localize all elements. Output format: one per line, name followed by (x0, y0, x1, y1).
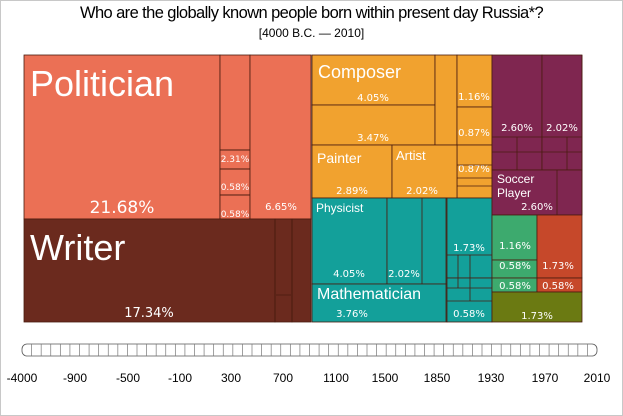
block-label: Physicist (316, 201, 364, 215)
treemap-rect (446, 277, 493, 323)
block-value-label: 2.02% (406, 186, 438, 197)
treemap-block-comp-sub-d[interactable]: 0.87% (456, 106, 493, 146)
block-value-label: 0.58% (221, 210, 250, 220)
block-label: Player (497, 186, 531, 200)
timeline-bar[interactable] (21, 343, 598, 357)
treemap-block-composer[interactable]: Composer 4.05% (311, 54, 436, 106)
block-label: Writer (30, 227, 125, 268)
block-value-label: 1.73% (453, 243, 485, 254)
treemap-rect (446, 197, 493, 279)
timeline-tick-label: 1100 (323, 371, 349, 385)
block-label: Artist (396, 148, 426, 163)
block-value-label: 0.87% (458, 164, 490, 175)
block-value-label: 0.58% (499, 261, 531, 272)
treemap-rect (491, 169, 583, 216)
block-value-label: 0.58% (542, 281, 574, 292)
treemap-rect (311, 144, 393, 199)
block-value-label: 1.73% (542, 261, 574, 272)
treemap-block-pol-sub-c[interactable]: 0.58% (219, 168, 251, 196)
block-value-label: 1.16% (458, 92, 490, 103)
block-label: Politician (30, 63, 174, 104)
block-label: Composer (318, 62, 401, 82)
timeline-tick-label: -100 (168, 371, 192, 385)
timeline-tick-label: 1930 (478, 371, 505, 385)
treemap-rect (456, 54, 493, 108)
treemap-block-artist[interactable]: Artist 2.02% (391, 144, 458, 199)
block-value-label: 0.58% (453, 309, 485, 320)
chart-subtitle: [4000 B.C. — 2010] (258, 26, 365, 40)
block-label: Painter (317, 150, 362, 166)
block-value-label: 2.02% (546, 123, 578, 134)
treemap-rect (491, 291, 583, 323)
treemap-block-pol-sub-e[interactable]: 6.65% (249, 54, 312, 220)
treemap-block-purple-b[interactable]: 2.02% (541, 54, 583, 171)
treemap-block-physicist[interactable]: Physicist 4.05% (311, 197, 388, 285)
treemap-block-red-a[interactable]: 1.73% (536, 214, 583, 279)
block-value-label: 4.05% (333, 269, 365, 280)
chart-title: Who are the globally known people born w… (79, 4, 544, 22)
treemap-rect (311, 197, 388, 285)
timeline-tick-label: -900 (63, 371, 87, 385)
treemap-block-pol-sub-a[interactable] (219, 54, 251, 151)
timeline-tick-label: -500 (116, 371, 140, 385)
timeline-tick-label: 1970 (532, 371, 559, 385)
treemap-rect (536, 214, 583, 279)
timeline-tick-label: 2010 (584, 371, 611, 385)
block-label: Mathematician (317, 286, 421, 303)
block-value-label: 0.58% (221, 183, 250, 193)
block-value-label: 2.89% (336, 186, 368, 197)
treemap-rect (311, 283, 448, 323)
block-value-label: 0.58% (499, 281, 531, 292)
treemap-rect (421, 197, 448, 285)
block-value-label: 3.47% (357, 133, 389, 144)
timeline-tick-label: -4000 (7, 371, 38, 385)
treemap-rect (541, 54, 583, 171)
block-value-label: 1.73% (521, 311, 553, 322)
treemap-block-phys-sub-c[interactable]: 1.73% (446, 197, 493, 279)
timeline-tick-label: 300 (221, 371, 241, 385)
treemap-rect (23, 54, 221, 220)
treemap-block-math-sub-a[interactable]: 0.58% (446, 277, 493, 323)
treemap-rect (249, 54, 312, 220)
timeline-tick-label: 1500 (372, 371, 399, 385)
timeline-tick-label: 1850 (424, 371, 451, 385)
treemap-block-comp-sub-c[interactable]: 1.16% (456, 54, 493, 108)
block-value-label: 2.02% (388, 269, 420, 280)
block-value-label: 4.05% (357, 93, 389, 104)
treemap-rect (391, 144, 458, 199)
treemap-block-mathematician[interactable]: Mathematician 3.76% (311, 283, 448, 323)
block-value-label: 0.87% (458, 128, 490, 139)
block-value-label: 17.34% (124, 306, 174, 321)
treemap-block-painter[interactable]: Painter 2.89% (311, 144, 393, 199)
block-value-label: 3.76% (336, 309, 368, 320)
treemap-rect (311, 54, 436, 106)
block-value-label: 21.68% (90, 198, 155, 218)
block-value-label: 1.16% (499, 241, 531, 252)
treemap-block-politician[interactable]: Politician 21.68% (23, 54, 221, 220)
timeline-tick-label: 700 (273, 371, 293, 385)
block-value-label: 6.65% (265, 202, 297, 213)
treemap-block-phys-sub-b[interactable] (421, 197, 448, 285)
block-value-label: 2.31% (221, 155, 250, 165)
treemap-block-olive[interactable]: 1.73% (491, 291, 583, 323)
block-label: Soccer (497, 172, 534, 186)
block-value-label: 2.60% (501, 123, 533, 134)
block-value-label: 2.60% (521, 202, 553, 213)
treemap-rect (219, 54, 251, 151)
